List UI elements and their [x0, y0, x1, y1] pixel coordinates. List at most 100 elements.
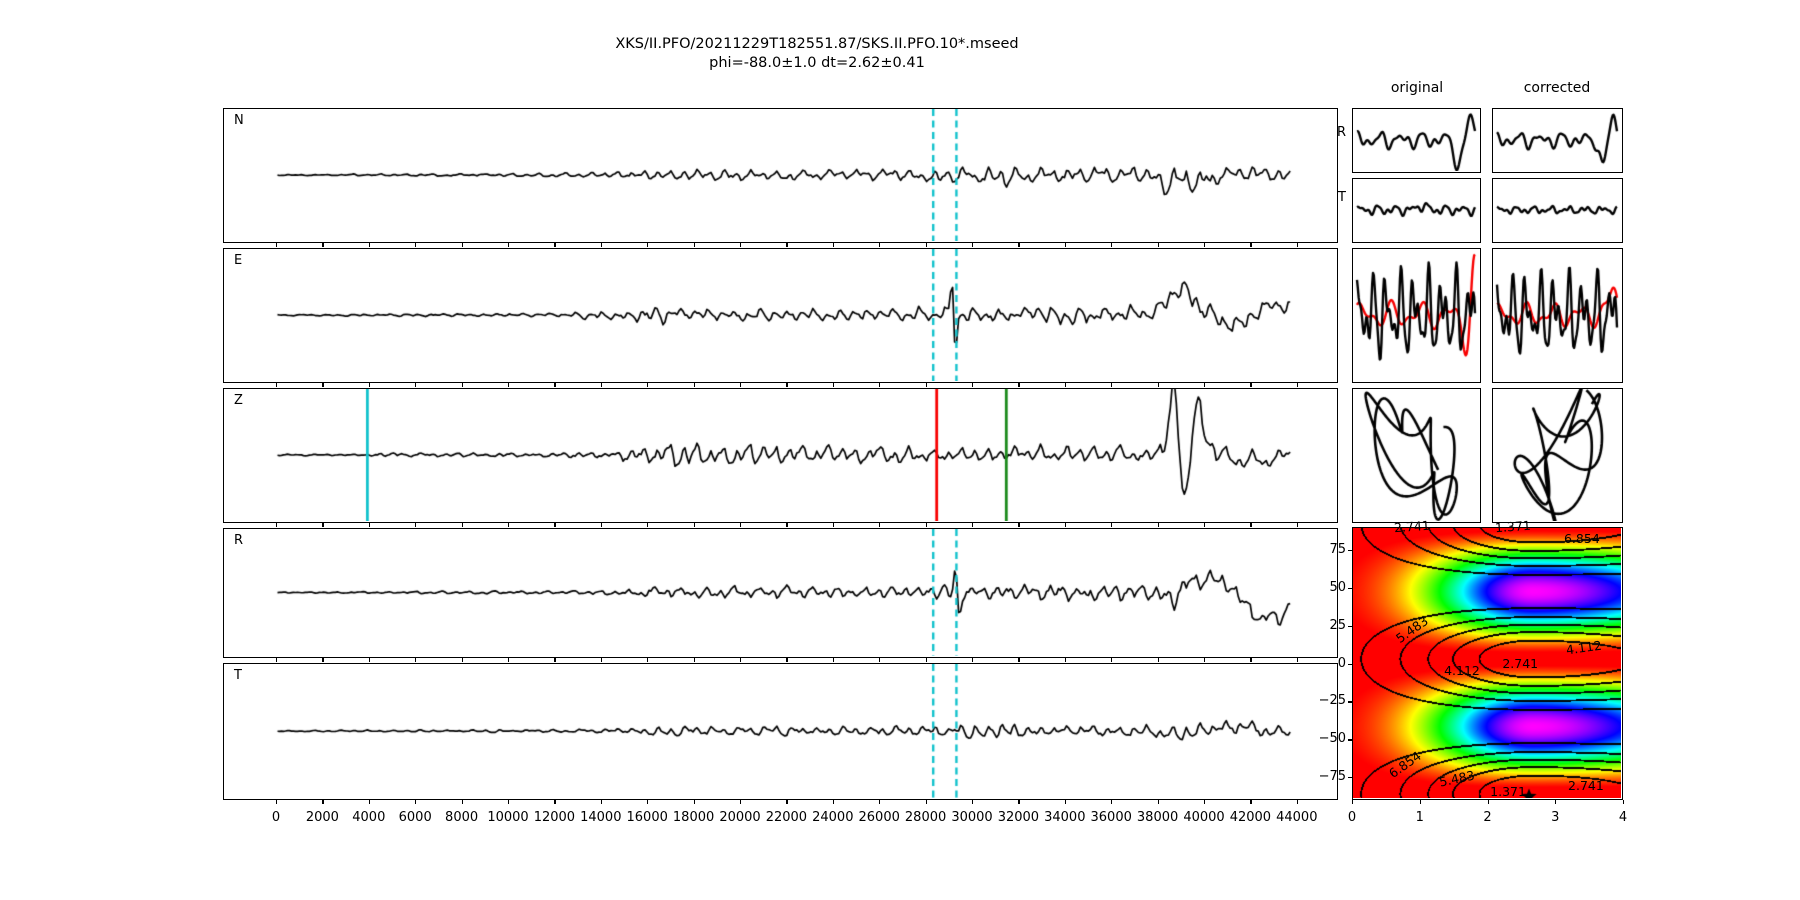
map-x-tick-mark [1555, 800, 1557, 804]
x-tick-mark [1018, 243, 1020, 247]
x-tick-mark [740, 658, 742, 662]
x-tick-label: 42000 [1229, 810, 1272, 825]
x-tick-mark [1111, 523, 1113, 527]
x-tick-label: 4000 [352, 810, 386, 825]
x-tick-label: 14000 [580, 810, 622, 825]
x-tick-mark [600, 243, 602, 247]
figure-subtitle: phi=-88.0±1.0 dt=2.62±0.41 [709, 55, 925, 71]
x-tick-mark [647, 383, 649, 387]
x-tick-mark [693, 658, 695, 662]
x-tick-mark [276, 800, 278, 804]
x-tick-mark [1018, 800, 1020, 804]
x-tick-mark [276, 523, 278, 527]
x-tick-mark [972, 523, 974, 527]
seismogram-canvas-T [224, 664, 1336, 798]
x-tick-label: 8000 [445, 810, 479, 825]
map-y-tick-mark [1348, 777, 1352, 779]
x-tick-label: 44000 [1276, 810, 1318, 825]
x-tick-mark [554, 383, 556, 387]
x-tick-mark [554, 243, 556, 247]
T-window-panel-corrected [1492, 178, 1623, 243]
waveform-panel-R: R [223, 528, 1338, 658]
x-tick-mark [368, 383, 370, 387]
x-tick-mark [415, 243, 417, 247]
waveform-panel-N: N [223, 108, 1338, 243]
x-tick-mark [1157, 658, 1159, 662]
x-tick-mark [925, 383, 927, 387]
x-tick-mark [322, 243, 324, 247]
seismogram-canvas-E [224, 249, 1336, 381]
waveform-panel-T: T [223, 663, 1338, 800]
x-tick-mark [832, 383, 834, 387]
x-tick-mark [276, 243, 278, 247]
x-tick-label: 18000 [672, 810, 715, 825]
x-tick-mark [415, 800, 417, 804]
x-tick-mark [925, 800, 927, 804]
x-tick-mark [508, 383, 510, 387]
x-tick-mark [1111, 243, 1113, 247]
x-tick-mark [1250, 658, 1252, 662]
fast-slow-overlay-panel-corrected [1492, 248, 1623, 383]
x-tick-mark [786, 383, 788, 387]
x-tick-mark [972, 800, 974, 804]
contour-label: 2.741 [1568, 778, 1604, 794]
map-y-tick-label: 0 [1337, 655, 1346, 671]
column-header-original: original [1390, 80, 1444, 96]
x-tick-mark [1157, 800, 1159, 804]
x-tick-mark [1204, 383, 1206, 387]
x-tick-mark [1296, 800, 1298, 804]
x-tick-label: 16000 [626, 810, 668, 825]
x-tick-mark [508, 658, 510, 662]
x-tick-mark [1296, 523, 1298, 527]
x-tick-mark [461, 243, 463, 247]
x-tick-mark [879, 800, 881, 804]
x-tick-mark [740, 383, 742, 387]
x-tick-mark [1064, 658, 1066, 662]
map-x-tick-mark [1419, 800, 1421, 804]
x-tick-mark [508, 800, 510, 804]
particle-motion-canvas-original [1353, 389, 1479, 521]
x-tick-label: 34000 [1044, 810, 1086, 825]
x-tick-mark [1250, 243, 1252, 247]
x-tick-mark [1250, 800, 1252, 804]
x-tick-mark [832, 658, 834, 662]
x-tick-mark [740, 523, 742, 527]
x-tick-mark [925, 243, 927, 247]
x-tick-label: 22000 [765, 810, 808, 825]
x-tick-label: 26000 [858, 810, 900, 825]
map-y-tick-label: −75 [1318, 769, 1346, 785]
energy-map-canvas [1353, 528, 1621, 798]
x-tick-mark [647, 243, 649, 247]
x-tick-mark [972, 383, 974, 387]
x-tick-mark [832, 523, 834, 527]
x-tick-mark [508, 523, 510, 527]
x-tick-mark [461, 800, 463, 804]
map-y-tick-label: −50 [1318, 731, 1346, 747]
fast-slow-overlay-canvas-corrected [1493, 249, 1621, 381]
waveform-panel-Z: Z [223, 388, 1338, 523]
map-y-tick-label: −25 [1318, 693, 1346, 709]
particle-motion-panel-original [1352, 388, 1481, 523]
R-window-canvas-original [1353, 109, 1479, 171]
T-window-panel-original [1352, 178, 1481, 243]
x-tick-mark [461, 523, 463, 527]
x-tick-mark [322, 800, 324, 804]
x-tick-mark [1157, 523, 1159, 527]
x-tick-label: 6000 [398, 810, 432, 825]
x-tick-mark [1250, 383, 1252, 387]
x-tick-mark [879, 658, 881, 662]
x-tick-mark [600, 523, 602, 527]
x-tick-mark [1204, 658, 1206, 662]
x-tick-mark [786, 243, 788, 247]
x-tick-mark [740, 243, 742, 247]
x-tick-mark [415, 523, 417, 527]
waveform-panel-E: E [223, 248, 1338, 383]
row-label-T: T [1338, 190, 1346, 205]
x-tick-mark [461, 658, 463, 662]
map-y-tick-mark [1348, 549, 1352, 551]
x-tick-mark [461, 383, 463, 387]
map-x-tick-label: 3 [1551, 810, 1560, 825]
x-tick-label: 10000 [487, 810, 529, 825]
x-tick-mark [368, 658, 370, 662]
